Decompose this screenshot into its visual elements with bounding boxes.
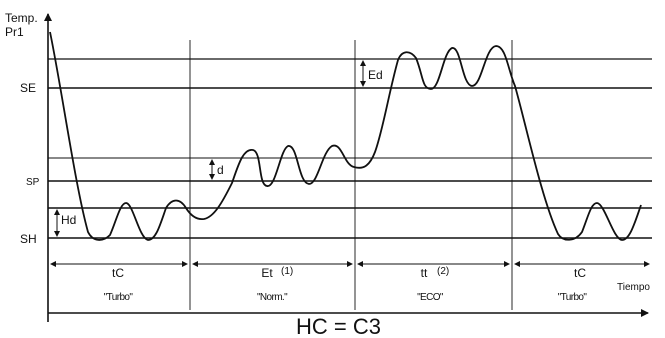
differential-label-d: d bbox=[217, 163, 224, 177]
level-label-sp: SP bbox=[26, 177, 40, 188]
x-axis-label: Tiempo bbox=[617, 282, 650, 293]
y-axis-label-2: Pr1 bbox=[5, 25, 24, 39]
differential-label-hd: Hd bbox=[61, 213, 76, 227]
level-label-sh: SH bbox=[20, 232, 37, 246]
phase-mode-norm: "Norm." bbox=[257, 292, 288, 303]
phase-note-tt: (2) bbox=[437, 266, 449, 277]
phase-mode-turbo-2: "Turbo" bbox=[558, 292, 588, 303]
diagram-caption: HC = C3 bbox=[296, 314, 381, 338]
phase-mode-eco: "ECO" bbox=[417, 292, 444, 303]
level-label-se: SE bbox=[20, 81, 36, 95]
temperature-curve bbox=[49, 31, 642, 241]
phase-code-tt: tt bbox=[421, 266, 428, 280]
phase-mode-turbo-1: "Turbo" bbox=[104, 292, 134, 303]
phase-note-et: (1) bbox=[281, 266, 293, 277]
phase-code-tc-1: tC bbox=[112, 266, 124, 280]
y-axis-label-1: Temp. bbox=[5, 11, 38, 25]
differential-label-ed: Ed bbox=[368, 68, 383, 82]
phase-code-tc-2: tC bbox=[574, 266, 586, 280]
phase-code-et: Et bbox=[261, 266, 273, 280]
